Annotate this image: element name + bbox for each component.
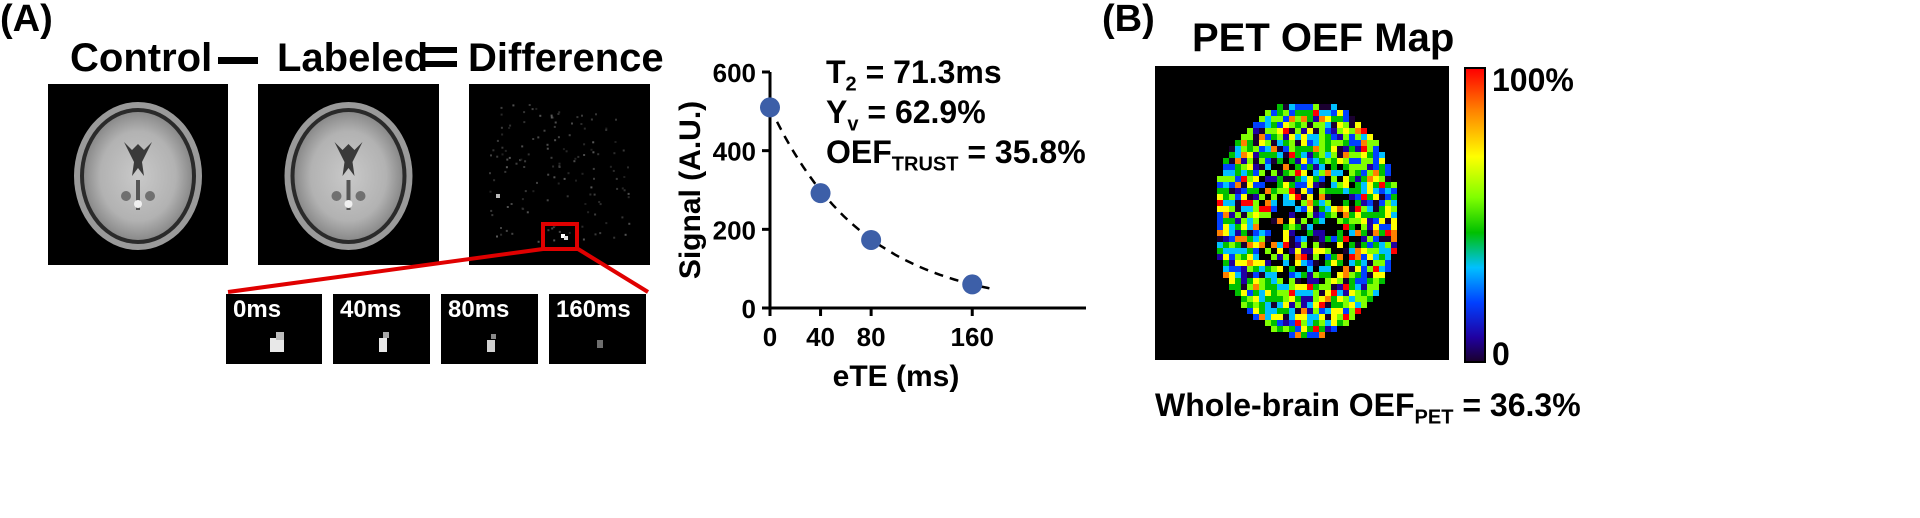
labeled-header: Labeled [277, 36, 429, 80]
pet-map-title: PET OEF Map [1192, 16, 1455, 60]
y-ticks: 0 200 400 600 [713, 58, 770, 324]
y-tick-label: 600 [713, 58, 756, 88]
t2-result: T2 = 71.3ms [826, 54, 1002, 96]
x-ticks: 0 40 80 160 [763, 308, 994, 352]
data-points [760, 97, 983, 295]
pet-oef-map [1155, 66, 1449, 360]
y-tick-label: 200 [713, 215, 756, 245]
x-tick-label: 40 [806, 322, 835, 352]
data-point [760, 97, 780, 118]
x-tick-label: 0 [763, 322, 777, 352]
data-point [810, 183, 831, 204]
data-point [962, 274, 983, 295]
oef-trust-result: OEFTRUST = 35.8% [826, 134, 1086, 176]
difference-header: Difference [468, 36, 664, 80]
labeled-mri-image [258, 84, 439, 265]
crop-label-0ms: 0ms [233, 296, 282, 323]
panel-b-label: (B) [1102, 0, 1155, 40]
control-header: Control [70, 36, 213, 80]
equals-sign-top [421, 47, 457, 53]
minus-sign [218, 57, 258, 64]
yv-result: Yv = 62.9% [826, 94, 986, 136]
equals-sign-bottom [421, 61, 457, 67]
data-point [861, 229, 882, 250]
difference-image [469, 84, 650, 265]
y-tick-label: 0 [742, 294, 756, 324]
whole-brain-oef: Whole-brain OEFPET = 36.3% [1155, 387, 1581, 429]
crop-80ms: 80ms [441, 294, 538, 364]
zoom-callout-lines [227, 222, 650, 294]
colorbar-min-label: 0 [1492, 336, 1510, 372]
x-axis-label: eTE (ms) [833, 360, 960, 393]
crop-label-40ms: 40ms [340, 296, 402, 323]
crop-label-160ms: 160ms [556, 296, 631, 323]
crop-label-80ms: 80ms [448, 296, 510, 323]
fit-curve [768, 106, 992, 290]
y-tick-label: 400 [713, 137, 756, 167]
crop-0ms: 0ms [226, 294, 322, 364]
colorbar-max-label: 100% [1492, 62, 1574, 98]
y-axis-label: Signal (A.U.) [674, 101, 707, 279]
control-mri-image [48, 84, 228, 265]
colorbar [1464, 67, 1486, 363]
signal-decay-chart: 0 200 400 600 0 40 80 160 eTE (ms) Signal (A.U… [674, 58, 1086, 393]
crop-40ms: 40ms [333, 294, 430, 364]
x-tick-label: 160 [951, 322, 994, 352]
crop-160ms: 160ms [549, 294, 646, 364]
panel-a-label: (A) [0, 0, 53, 40]
x-tick-label: 80 [857, 322, 886, 352]
